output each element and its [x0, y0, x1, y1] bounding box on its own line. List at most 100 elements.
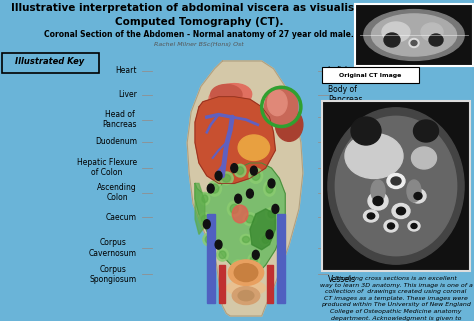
Ellipse shape: [248, 254, 260, 266]
Ellipse shape: [407, 180, 421, 202]
Ellipse shape: [264, 181, 275, 196]
Ellipse shape: [250, 166, 257, 175]
Ellipse shape: [249, 168, 263, 183]
Ellipse shape: [235, 194, 242, 203]
Ellipse shape: [387, 173, 405, 188]
Ellipse shape: [266, 184, 273, 193]
Text: Sigmoid
Colon: Sigmoid Colon: [328, 208, 359, 227]
Ellipse shape: [232, 205, 248, 223]
Ellipse shape: [384, 33, 400, 47]
Ellipse shape: [364, 10, 464, 60]
Text: Heart: Heart: [116, 66, 137, 75]
Ellipse shape: [228, 201, 241, 217]
Ellipse shape: [201, 215, 209, 223]
Ellipse shape: [351, 117, 381, 145]
Ellipse shape: [364, 210, 379, 222]
Bar: [266, 265, 273, 303]
Ellipse shape: [232, 260, 244, 270]
Ellipse shape: [272, 204, 279, 213]
Ellipse shape: [215, 240, 222, 249]
Polygon shape: [195, 183, 205, 234]
Text: Left Lung: Left Lung: [328, 66, 364, 75]
Ellipse shape: [203, 220, 210, 229]
Ellipse shape: [328, 108, 464, 264]
Ellipse shape: [411, 223, 417, 229]
Text: Hepatic
Portal Vein: Hepatic Portal Vein: [328, 132, 369, 152]
Text: Studying cross sections is an excellent
way to learn 3D anatomy. This image is o: Studying cross sections is an excellent …: [319, 276, 473, 321]
Bar: [207, 214, 215, 303]
Ellipse shape: [227, 280, 265, 296]
Ellipse shape: [230, 204, 238, 213]
Polygon shape: [187, 61, 303, 316]
Text: Corpus
Spongiosum: Corpus Spongiosum: [90, 265, 137, 284]
Ellipse shape: [265, 208, 277, 221]
Ellipse shape: [396, 207, 405, 215]
Ellipse shape: [252, 250, 259, 259]
Ellipse shape: [240, 234, 252, 245]
Ellipse shape: [260, 233, 272, 246]
Text: Computed Tomography (CT).: Computed Tomography (CT).: [115, 17, 283, 27]
Ellipse shape: [384, 220, 398, 232]
Bar: [322, 101, 470, 271]
Polygon shape: [250, 209, 275, 250]
Ellipse shape: [209, 83, 252, 110]
Ellipse shape: [203, 233, 215, 246]
Text: Hepatic Flexure
of Colon: Hepatic Flexure of Colon: [77, 158, 137, 177]
Ellipse shape: [382, 22, 410, 42]
Ellipse shape: [210, 184, 219, 193]
Ellipse shape: [413, 120, 438, 142]
Text: Ileum: Ileum: [328, 188, 349, 197]
Text: Rachel Milner BSc(Hons) Ost: Rachel Milner BSc(Hons) Ost: [154, 42, 244, 47]
Ellipse shape: [238, 135, 270, 160]
Ellipse shape: [275, 108, 303, 141]
FancyBboxPatch shape: [322, 67, 419, 83]
Polygon shape: [195, 163, 285, 278]
Ellipse shape: [267, 90, 287, 116]
Ellipse shape: [266, 230, 273, 239]
Text: Head of
Pancreas: Head of Pancreas: [102, 110, 137, 129]
Ellipse shape: [345, 134, 403, 178]
Text: Duodenum: Duodenum: [95, 137, 137, 146]
Ellipse shape: [409, 39, 419, 48]
Bar: [355, 4, 473, 66]
Text: Illustrative interpretation of abdominal viscera as visualised by: Illustrative interpretation of abdominal…: [11, 3, 387, 13]
Ellipse shape: [373, 196, 383, 205]
Text: Original CT Image: Original CT Image: [339, 73, 401, 77]
Text: Bladder: Bladder: [328, 243, 358, 252]
Ellipse shape: [262, 236, 269, 243]
Bar: [219, 265, 226, 303]
Ellipse shape: [231, 164, 237, 173]
Ellipse shape: [215, 171, 222, 180]
Ellipse shape: [210, 84, 242, 105]
Ellipse shape: [205, 236, 212, 243]
Ellipse shape: [410, 189, 426, 203]
Text: Body of
Pancreas: Body of Pancreas: [328, 85, 363, 104]
Text: Femoral
Vessels: Femoral Vessels: [328, 265, 359, 284]
Ellipse shape: [199, 213, 211, 225]
Ellipse shape: [411, 147, 437, 169]
Ellipse shape: [243, 237, 249, 243]
Ellipse shape: [200, 192, 210, 205]
Ellipse shape: [264, 86, 298, 127]
Ellipse shape: [368, 192, 388, 210]
Text: Liver: Liver: [118, 90, 137, 99]
FancyBboxPatch shape: [2, 53, 99, 73]
Text: Illustrated Key: Illustrated Key: [15, 56, 85, 65]
Text: Corpus
Cavernosum: Corpus Cavernosum: [89, 238, 137, 257]
Ellipse shape: [208, 181, 221, 196]
Ellipse shape: [391, 177, 401, 185]
Text: Spleen: Spleen: [328, 113, 354, 122]
Ellipse shape: [392, 204, 410, 219]
Text: Mesenteric
Vessels: Mesenteric Vessels: [328, 158, 370, 177]
Ellipse shape: [411, 40, 417, 46]
Ellipse shape: [228, 260, 264, 285]
Ellipse shape: [202, 195, 208, 203]
Text: Coronal Section of the Abdomen - Normal anatomy of 27 year old male.: Coronal Section of the Abdomen - Normal …: [44, 30, 354, 39]
Ellipse shape: [268, 210, 275, 218]
Text: Ascending
Colon: Ascending Colon: [97, 183, 137, 202]
Ellipse shape: [219, 172, 233, 185]
Ellipse shape: [388, 223, 394, 229]
Ellipse shape: [219, 251, 226, 259]
Polygon shape: [195, 97, 275, 183]
Ellipse shape: [414, 193, 422, 199]
